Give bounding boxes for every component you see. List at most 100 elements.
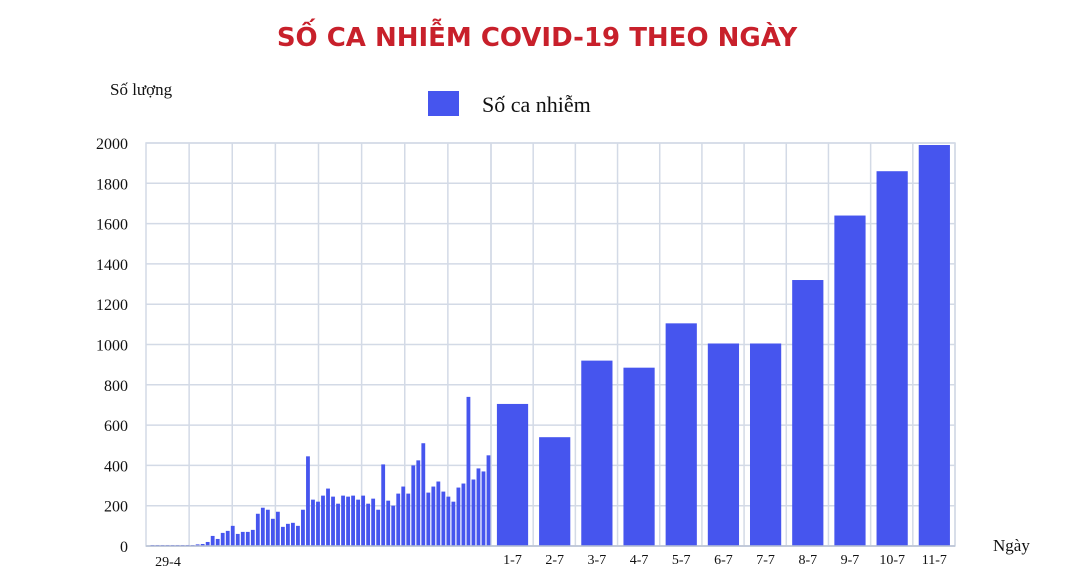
x-axis-ticks: 29-4 1-7 2-7 3-7 4-7 5-7 6-7 7-7 8-7 9-7 10-7 11-7 (146, 545, 955, 570)
bar-8-7 (792, 280, 824, 546)
bar-6-7 (707, 343, 740, 546)
early-bar (316, 501, 320, 546)
early-bar (431, 486, 436, 546)
x-axis-title: Ngày (993, 536, 1030, 555)
early-bar (291, 522, 295, 546)
early-bar (426, 492, 431, 546)
early-bar (311, 499, 315, 546)
y-tick-label: 200 (104, 499, 128, 516)
early-bar (456, 487, 461, 546)
y-tick-label: 1800 (96, 176, 128, 193)
early-bar (446, 496, 451, 546)
early-bar (235, 533, 240, 546)
y-tick-label: 800 (104, 378, 128, 395)
early-bar (270, 518, 275, 546)
early-bar (230, 525, 235, 546)
y-axis-title: Số lượng (110, 80, 173, 99)
early-bar (396, 493, 401, 546)
early-bar (461, 483, 466, 546)
y-tick-label: 1200 (96, 297, 128, 314)
early-bar (210, 535, 215, 546)
x-tick-label: 2-7 (545, 553, 564, 568)
early-bar (451, 501, 456, 546)
x-tick-label: 11-7 (922, 553, 947, 568)
early-bar (381, 464, 386, 546)
early-bar (486, 455, 491, 546)
early-bar (401, 486, 406, 546)
x-tick-label: 9-7 (841, 553, 860, 568)
early-bar (301, 509, 305, 546)
bar-3-7 (581, 360, 613, 546)
x-tick-label: 6-7 (714, 553, 733, 568)
bar-10-7 (876, 171, 908, 546)
early-bar (376, 509, 381, 546)
early-bar (285, 523, 290, 546)
x-tick-label: 7-7 (756, 553, 775, 568)
early-bar (336, 503, 340, 546)
y-tick-label: 1000 (96, 338, 128, 355)
x-tick-label: 8-7 (798, 553, 817, 568)
early-bar (296, 525, 300, 546)
early-bar (476, 468, 481, 546)
early-bar (200, 543, 205, 546)
bars (150, 145, 950, 547)
x-tick-label: 4-7 (630, 553, 649, 568)
y-tick-label: 600 (104, 418, 128, 435)
early-bar (356, 499, 361, 546)
x-tick-label: 29-4 (155, 555, 181, 570)
legend-swatch (428, 91, 459, 116)
early-bar (255, 513, 260, 546)
legend-label: Số ca nhiễm (482, 92, 591, 117)
early-bar (361, 495, 366, 546)
early-bar (346, 496, 350, 546)
early-bar (265, 509, 270, 546)
early-bar (386, 500, 391, 546)
early-bar (260, 507, 265, 546)
early-bar (250, 529, 255, 546)
bar-11-7 (918, 145, 950, 546)
legend: Số ca nhiễm (428, 91, 591, 117)
early-bar (240, 531, 245, 546)
early-bar (275, 511, 280, 546)
x-tick-label: 1-7 (503, 553, 522, 568)
early-bar (406, 493, 411, 546)
bar-2-7 (539, 437, 571, 546)
early-bar (416, 460, 421, 546)
y-tick-label: 0 (120, 539, 128, 556)
early-bar (215, 538, 220, 546)
early-bar (481, 471, 486, 546)
early-bar (341, 495, 345, 546)
early-bar (245, 531, 250, 546)
early-bar (220, 532, 225, 546)
bar-9-7 (834, 215, 866, 547)
y-tick-label: 1600 (96, 217, 128, 234)
early-bar (280, 526, 285, 546)
early-bar (366, 503, 371, 546)
early-bar (391, 505, 396, 546)
bar-7-7 (749, 343, 782, 546)
early-bar (441, 491, 446, 546)
y-tick-label: 400 (104, 458, 128, 475)
x-tick-label: 10-7 (879, 553, 905, 568)
y-tick-label: 1400 (96, 257, 128, 274)
early-bar (421, 443, 426, 546)
x-tick-label: 3-7 (588, 553, 607, 568)
early-bar (331, 496, 335, 546)
early-bar (351, 495, 356, 546)
early-bar (205, 541, 210, 546)
early-bar (306, 456, 310, 546)
early-bar (195, 544, 200, 546)
early-bar (371, 498, 376, 546)
chart-title: SỐ CA NHIỄM COVID-19 THEO NGÀY (277, 17, 799, 53)
bar-4-7 (623, 367, 655, 546)
y-tick-label: 2000 (96, 136, 128, 153)
bar-5-7 (665, 323, 697, 546)
early-bar (466, 396, 471, 546)
bar-1-7 (496, 403, 529, 546)
early-bar (471, 479, 476, 546)
early-bar (411, 465, 416, 546)
early-bar (225, 530, 230, 546)
x-tick-label: 5-7 (672, 553, 691, 568)
early-bar (436, 481, 441, 546)
